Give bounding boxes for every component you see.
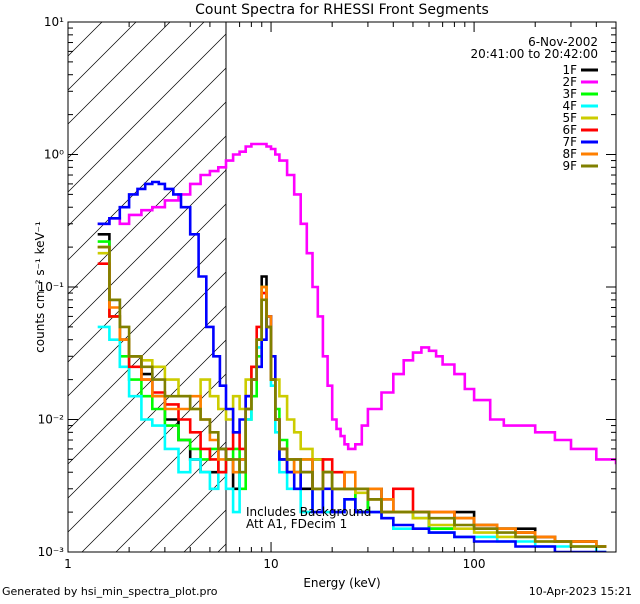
y-tick-label: 10⁻³ (38, 545, 65, 559)
legend-label: 3F (562, 87, 577, 101)
legend-label: 9F (562, 159, 577, 173)
y-tick-label: 10⁰ (44, 148, 64, 162)
y-tick-label: 10⁻² (38, 413, 65, 427)
legend-label: 4F (562, 99, 577, 113)
hatch-mask (225, 22, 616, 552)
y-tick-label: 10⁻¹ (38, 280, 65, 294)
hatch-line (68, 22, 307, 261)
axis-ticks: 1 10 100 10⁻³ 10⁻² 10⁻¹ 10⁰ 10¹ (38, 15, 617, 571)
hatch-line (68, 22, 273, 227)
series-7f-line (97, 180, 607, 552)
y-axis-label: counts cm⁻² s⁻¹ keV⁻¹ (33, 221, 47, 353)
footer-timestamp: 10-Apr-2023 15:21 (529, 585, 632, 598)
spectra-series (97, 142, 616, 552)
background-annotation: Includes Background (246, 505, 371, 519)
x-tick-label: 1 (64, 557, 72, 571)
legend-label: 5F (562, 111, 577, 125)
hatch-line (68, 22, 239, 193)
legend-label: 7F (562, 135, 577, 149)
attenuator-annotation: Att A1, FDecim 1 (246, 517, 347, 531)
excluded-energy-hatch (68, 22, 616, 552)
legend-label: 2F (562, 75, 577, 89)
chart-title: Count Spectra for RHESSI Front Segments (195, 2, 489, 18)
legend-label: 8F (562, 147, 577, 161)
hatch-line (68, 22, 205, 159)
footer-generated-by: Generated by hsi_min_spectra_plot.pro (2, 585, 218, 598)
hatch-line (68, 22, 171, 125)
x-axis-label: Energy (keV) (303, 576, 380, 590)
series-9f-line (97, 245, 607, 548)
legend-label: 1F (562, 63, 577, 77)
time-range-label: 20:41:00 to 20:42:00 (471, 47, 598, 61)
x-tick-label: 100 (463, 557, 486, 571)
series-2f-line (97, 142, 616, 465)
y-tick-label: 10¹ (44, 15, 64, 29)
x-tick-label: 10 (263, 557, 278, 571)
legend-label: 6F (562, 123, 577, 137)
date-label: 6-Nov-2002 (528, 35, 598, 49)
